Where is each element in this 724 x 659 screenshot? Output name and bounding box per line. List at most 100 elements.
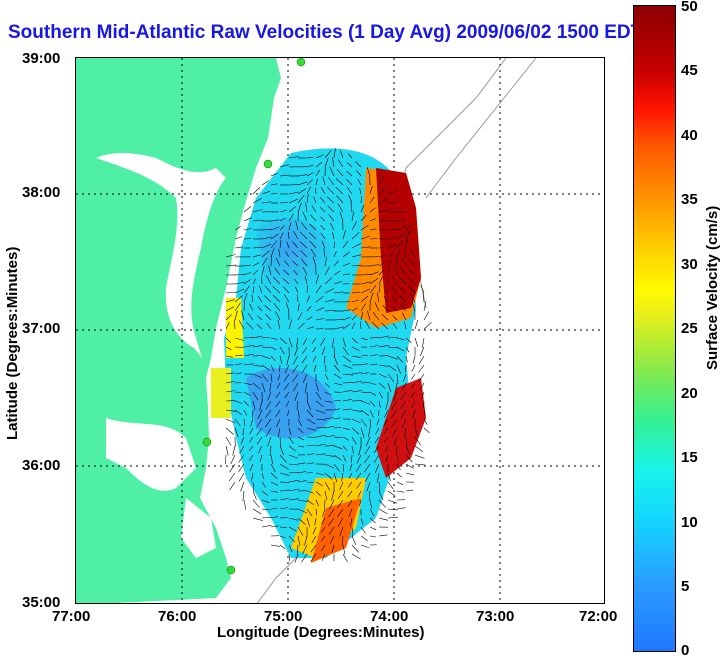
velocity-arrow: [384, 445, 389, 452]
velocity-arrow: [342, 436, 349, 441]
velocity-arrow: [294, 278, 299, 285]
velocity-arrow: [249, 454, 254, 462]
velocity-arrow: [351, 254, 362, 258]
velocity-arrow: [364, 472, 371, 482]
velocity-arrow: [346, 170, 353, 177]
velocity-arrow: [378, 255, 386, 258]
velocity-arrow: [332, 157, 335, 168]
velocity-arrow: [279, 164, 290, 168]
velocity-arrow: [225, 314, 232, 321]
colorbar-tick: 10: [681, 514, 698, 531]
velocity-arrow: [315, 318, 325, 321]
velocity-arrow: [293, 230, 299, 240]
velocity-arrow: [385, 286, 389, 294]
velocity-arrow: [410, 391, 416, 398]
velocity-map: [75, 57, 605, 604]
velocity-arrow: [296, 400, 299, 410]
velocity-arrow: [320, 526, 326, 533]
velocity-arrow: [335, 186, 344, 195]
velocity-arrow: [396, 463, 401, 471]
velocity-arrow: [232, 445, 236, 456]
velocity-arrow: [418, 355, 425, 365]
velocity-arrow: [387, 373, 395, 383]
velocity-arrow: [275, 391, 281, 398]
velocity-arrow: [333, 364, 341, 373]
velocity-arrow: [275, 257, 281, 267]
velocity-arrow: [230, 454, 236, 465]
chesapeake-bay: [96, 153, 226, 358]
velocity-arrow: [297, 517, 306, 525]
velocity-arrow: [279, 454, 287, 463]
velocity-arrow: [333, 373, 342, 379]
velocity-arrow: [276, 382, 281, 389]
velocity-arrow: [360, 281, 371, 285]
x-tick-label: 74:00: [370, 608, 409, 625]
velocity-arrow: [297, 409, 300, 419]
velocity-arrow: [392, 427, 398, 437]
velocity-arrow: [385, 454, 389, 462]
velocity-arrow: [378, 187, 387, 195]
velocity-arrow: [288, 479, 299, 483]
velocity-arrow: [324, 382, 330, 388]
velocity-arrow: [387, 277, 389, 285]
velocity-arrow: [252, 219, 263, 222]
velocity-arrow: [306, 295, 311, 303]
velocity-arrow: [341, 535, 344, 546]
velocity-arrow: [249, 463, 254, 472]
velocity-arrow: [378, 481, 381, 492]
velocity-arrow: [234, 288, 245, 294]
velocity-arrow: [288, 544, 293, 553]
velocity-arrow: [336, 168, 344, 177]
velocity-arrow: [291, 364, 299, 374]
velocity-arrow: [306, 326, 314, 330]
velocity-arrow: [405, 364, 407, 373]
velocity-arrow: [273, 303, 281, 312]
velocity-arrow: [364, 463, 371, 473]
velocity-arrow: [369, 186, 373, 195]
velocity-arrow: [234, 337, 244, 341]
velocity-arrow: [275, 400, 281, 408]
velocity-arrow: [315, 434, 326, 438]
velocity-arrow: [322, 508, 326, 517]
velocity-arrow: [312, 355, 317, 363]
velocity-arrow: [323, 248, 326, 258]
velocity-arrow: [342, 553, 348, 563]
velocity-arrow: [422, 292, 425, 303]
velocity-arrow: [279, 507, 288, 510]
velocity-arrow: [279, 355, 283, 364]
velocity-arrow: [287, 409, 290, 416]
velocity-arrow: [296, 337, 299, 348]
velocity-arrow: [270, 472, 278, 479]
velocity-arrow: [327, 176, 335, 186]
velocity-arrow: [288, 231, 290, 240]
velocity-arrow: [306, 164, 314, 168]
velocity-arrow: [282, 278, 290, 285]
velocity-arrow: [252, 345, 263, 348]
velocity-arrow: [378, 198, 388, 204]
velocity-arrow: [329, 166, 335, 177]
velocity-arrow: [403, 247, 407, 258]
velocity-arrow: [369, 409, 374, 418]
velocity-arrow: [238, 454, 245, 463]
velocity-arrow: [381, 313, 389, 321]
velocity-arrow: [360, 427, 365, 438]
velocity-arrow: [342, 399, 352, 402]
velocity-arrow: [360, 321, 362, 330]
velocity-arrow: [339, 211, 344, 222]
velocity-arrow: [268, 265, 272, 276]
velocity-arrow: [311, 535, 317, 544]
velocity-arrow: [225, 346, 232, 350]
velocity-arrow: [242, 427, 245, 436]
velocity-arrow: [330, 535, 335, 544]
velocity-arrow: [240, 481, 245, 492]
velocity-arrow: [234, 354, 243, 357]
velocity-arrow: [333, 454, 342, 461]
velocity-arrow: [320, 337, 326, 346]
velocity-arrow: [355, 161, 362, 168]
y-tick-label: 39:00: [22, 50, 61, 67]
velocity-arrow: [261, 490, 269, 496]
velocity-arrow: [369, 228, 377, 231]
velocity-arrow: [306, 517, 311, 527]
velocity-arrow: [351, 535, 357, 546]
velocity-arrow: [383, 427, 389, 434]
